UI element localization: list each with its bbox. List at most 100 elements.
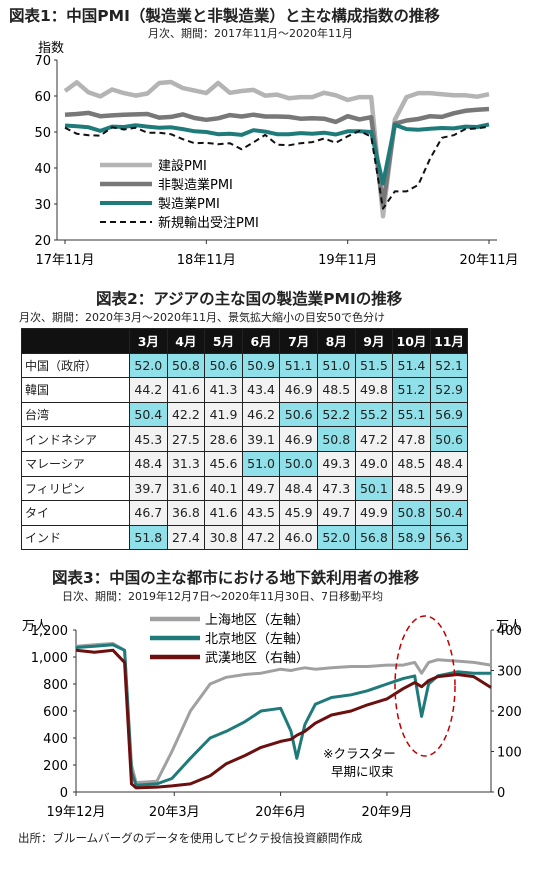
chart1-x-tick: 20年11月	[459, 253, 518, 268]
pmi-table-row: タイ 46.7 36.8 41.6 43.5 45.9 49.7 49.9 50.8 50.4	[21, 500, 469, 526]
chart2-title: 図表2：アジアの主な国の製造業PMIの推移	[96, 290, 403, 308]
pmi-table-cell: 45.3	[129, 426, 168, 452]
pmi-table-cell: 46.2	[241, 401, 281, 428]
pmi-table-column-header: 5月	[204, 328, 243, 354]
pmi-table-cell: 43.4	[241, 377, 281, 403]
pmi-table-cell: 44.2	[129, 377, 168, 403]
pmi-table-cell: 49.8	[354, 377, 394, 403]
pmi-table-cell: 51.0	[316, 352, 356, 379]
pmi-table-cell: 46.9	[279, 426, 318, 452]
chart1-y-tick: 30	[34, 198, 51, 213]
pmi-table-cell: 51.5	[354, 352, 394, 379]
pmi-table-cell: 49.7	[241, 475, 281, 502]
chart3-left-tick: 800	[43, 678, 68, 693]
chart2-subtitle: 月次、期間：2020年3月～2020年11月、景気拡大縮小の目安50で色分け	[19, 311, 385, 324]
chart3-subtitle: 日次、期間：2019年12月7日～2020年11月30日、7日移動平均	[62, 590, 383, 603]
pmi-table-cell: 40.1	[204, 475, 243, 502]
pmi-table-cell: 45.6	[204, 450, 243, 477]
pmi-table-cell: 31.3	[166, 450, 206, 477]
pmi-table-cell: 49.0	[354, 450, 394, 477]
chart3-left-tick: 200	[43, 759, 68, 774]
pmi-table-cell: 52.9	[429, 377, 469, 403]
chart3-cluster-highlight	[394, 615, 456, 757]
pmi-table-cell: 50.1	[354, 475, 394, 502]
pmi-table-cell: 48.4	[279, 475, 318, 502]
pmi-table-cell: 50.6	[204, 352, 243, 379]
pmi-table-row: インドネシア 45.3 27.5 28.6 39.1 46.9 50.8 47.2 47.8 50…	[21, 426, 469, 452]
pmi-table-cell: 41.6	[166, 377, 206, 403]
chart3-x-tick: 20年9月	[362, 805, 413, 820]
pmi-table-cell: 51.8	[129, 524, 168, 551]
pmi-table-header-row: 3月 4月 5月 6月 7月 8月 9月 10月 11月	[21, 328, 469, 354]
pmi-table-cell: 49.3	[316, 450, 356, 477]
pmi-table-cell: 49.9	[429, 475, 469, 502]
chart1-legend-label: 非製造業PMI	[158, 177, 233, 193]
pmi-table-cell: 51.0	[241, 450, 281, 477]
pmi-table-cell: 41.6	[204, 500, 243, 526]
source-note: 出所：ブルームバーグのデータを使用してピクテ投信投資顧問作成	[18, 831, 363, 845]
pmi-table-cell: 30.8	[204, 524, 243, 551]
pmi-table-column-header: 7月	[279, 328, 318, 354]
pmi-table-cell: 39.1	[241, 426, 281, 452]
pmi-table-cell: 52.0	[129, 352, 168, 379]
pmi-table-cell: 50.6	[429, 426, 469, 452]
chart1-legend-label: 新規輸出受注PMI	[158, 215, 259, 231]
chart1-y-tick: 60	[34, 90, 51, 105]
chart1-series-line	[64, 106, 490, 208]
pmi-table-cell: 39.7	[129, 475, 168, 502]
chart3-x-tick: 20年3月	[149, 805, 200, 820]
pmi-table-cell: 49.9	[354, 500, 394, 526]
chart3-plot: 万人 万人1,2001,00080060040020004003002001000…	[22, 613, 522, 820]
pmi-table-row-label: 中国（政府）	[21, 352, 130, 379]
chart3-series-line	[75, 648, 492, 790]
chart1-subtitle: 月次、期間：2017年11月～2020年11月	[148, 27, 353, 40]
chart3-annotation: ※クラスター	[323, 746, 396, 761]
chart1-y-tick: 50	[34, 126, 51, 141]
pmi-table-corner	[21, 328, 130, 354]
pmi-table-cell: 43.5	[241, 500, 281, 526]
chart3-legend-label: 北京地区（左軸）	[205, 632, 309, 647]
pmi-table-cell: 52.1	[429, 352, 469, 379]
pmi-table-row: マレーシア 48.4 31.3 45.6 51.0 50.0 49.3 49.0 48.5 48.…	[21, 450, 469, 477]
pmi-table-cell: 49.7	[316, 500, 356, 526]
pmi-table-column-header: 4月	[166, 328, 206, 354]
chart3-left-tick: 600	[43, 705, 68, 720]
pmi-table-row-label: フィリピン	[21, 475, 130, 502]
chart1-x-tick: 18年11月	[177, 253, 236, 268]
pmi-table-cell: 52.0	[316, 524, 356, 551]
pmi-table-row: 韓国 44.2 41.6 41.3 43.4 46.9 48.5 49.8 51.2 52.9	[21, 377, 469, 403]
pmi-table-cell: 47.2	[354, 426, 394, 452]
pmi-table-cell: 45.9	[279, 500, 318, 526]
pmi-table-cell: 46.0	[279, 524, 318, 551]
chart1-y-tick: 20	[34, 234, 51, 249]
pmi-table-cell: 51.1	[279, 352, 318, 379]
pmi-table-cell: 58.9	[392, 524, 431, 551]
pmi-table-cell: 56.8	[354, 524, 394, 551]
pmi-table-row: 中国（政府） 52.0 50.8 50.6 50.9 51.1 51.0 51.5 51.4 52…	[21, 352, 469, 379]
pmi-table-row-label: 台湾	[21, 401, 130, 428]
pmi-table-cell: 50.9	[241, 352, 281, 379]
pmi-table-row-label: インド	[21, 524, 130, 551]
chart3-series-line	[75, 643, 491, 787]
pmi-table-cell: 31.6	[166, 475, 206, 502]
chart1-series-line	[64, 122, 490, 186]
chart3-right-tick: 200	[497, 705, 522, 720]
pmi-table-cell: 55.1	[392, 401, 431, 428]
pmi-table-row: インド 51.8 27.4 30.8 47.2 46.0 52.0 56.8 58.9 56.3	[21, 524, 469, 551]
pmi-table-cell: 48.5	[392, 450, 431, 477]
pmi-table-cell: 52.2	[316, 401, 356, 428]
pmi-table-row-label: マレーシア	[21, 450, 130, 477]
pmi-table-cell: 48.4	[129, 450, 168, 477]
pmi-table-row-label: 韓国	[21, 377, 130, 403]
chart1-series-line	[63, 79, 490, 219]
pmi-table-column-header: 10月	[392, 328, 431, 354]
chart1-legend-label: 建設PMI	[158, 158, 207, 174]
pmi-table-row: 台湾 50.4 42.2 41.9 46.2 50.6 52.2 55.2 55.1 56.9	[21, 401, 469, 428]
pmi-table-cell: 47.2	[241, 524, 281, 551]
chart1-ylabel: 指数	[38, 41, 64, 56]
pmi-table-cell: 56.3	[429, 524, 469, 551]
pmi-table-cell: 27.4	[166, 524, 206, 551]
chart3-right-unit: 万人	[496, 619, 522, 634]
pmi-table-column-header: 11月	[429, 328, 469, 354]
pmi-table-row: フィリピン 39.7 31.6 40.1 49.7 48.4 47.3 50.1 48.5 49.…	[21, 475, 469, 502]
